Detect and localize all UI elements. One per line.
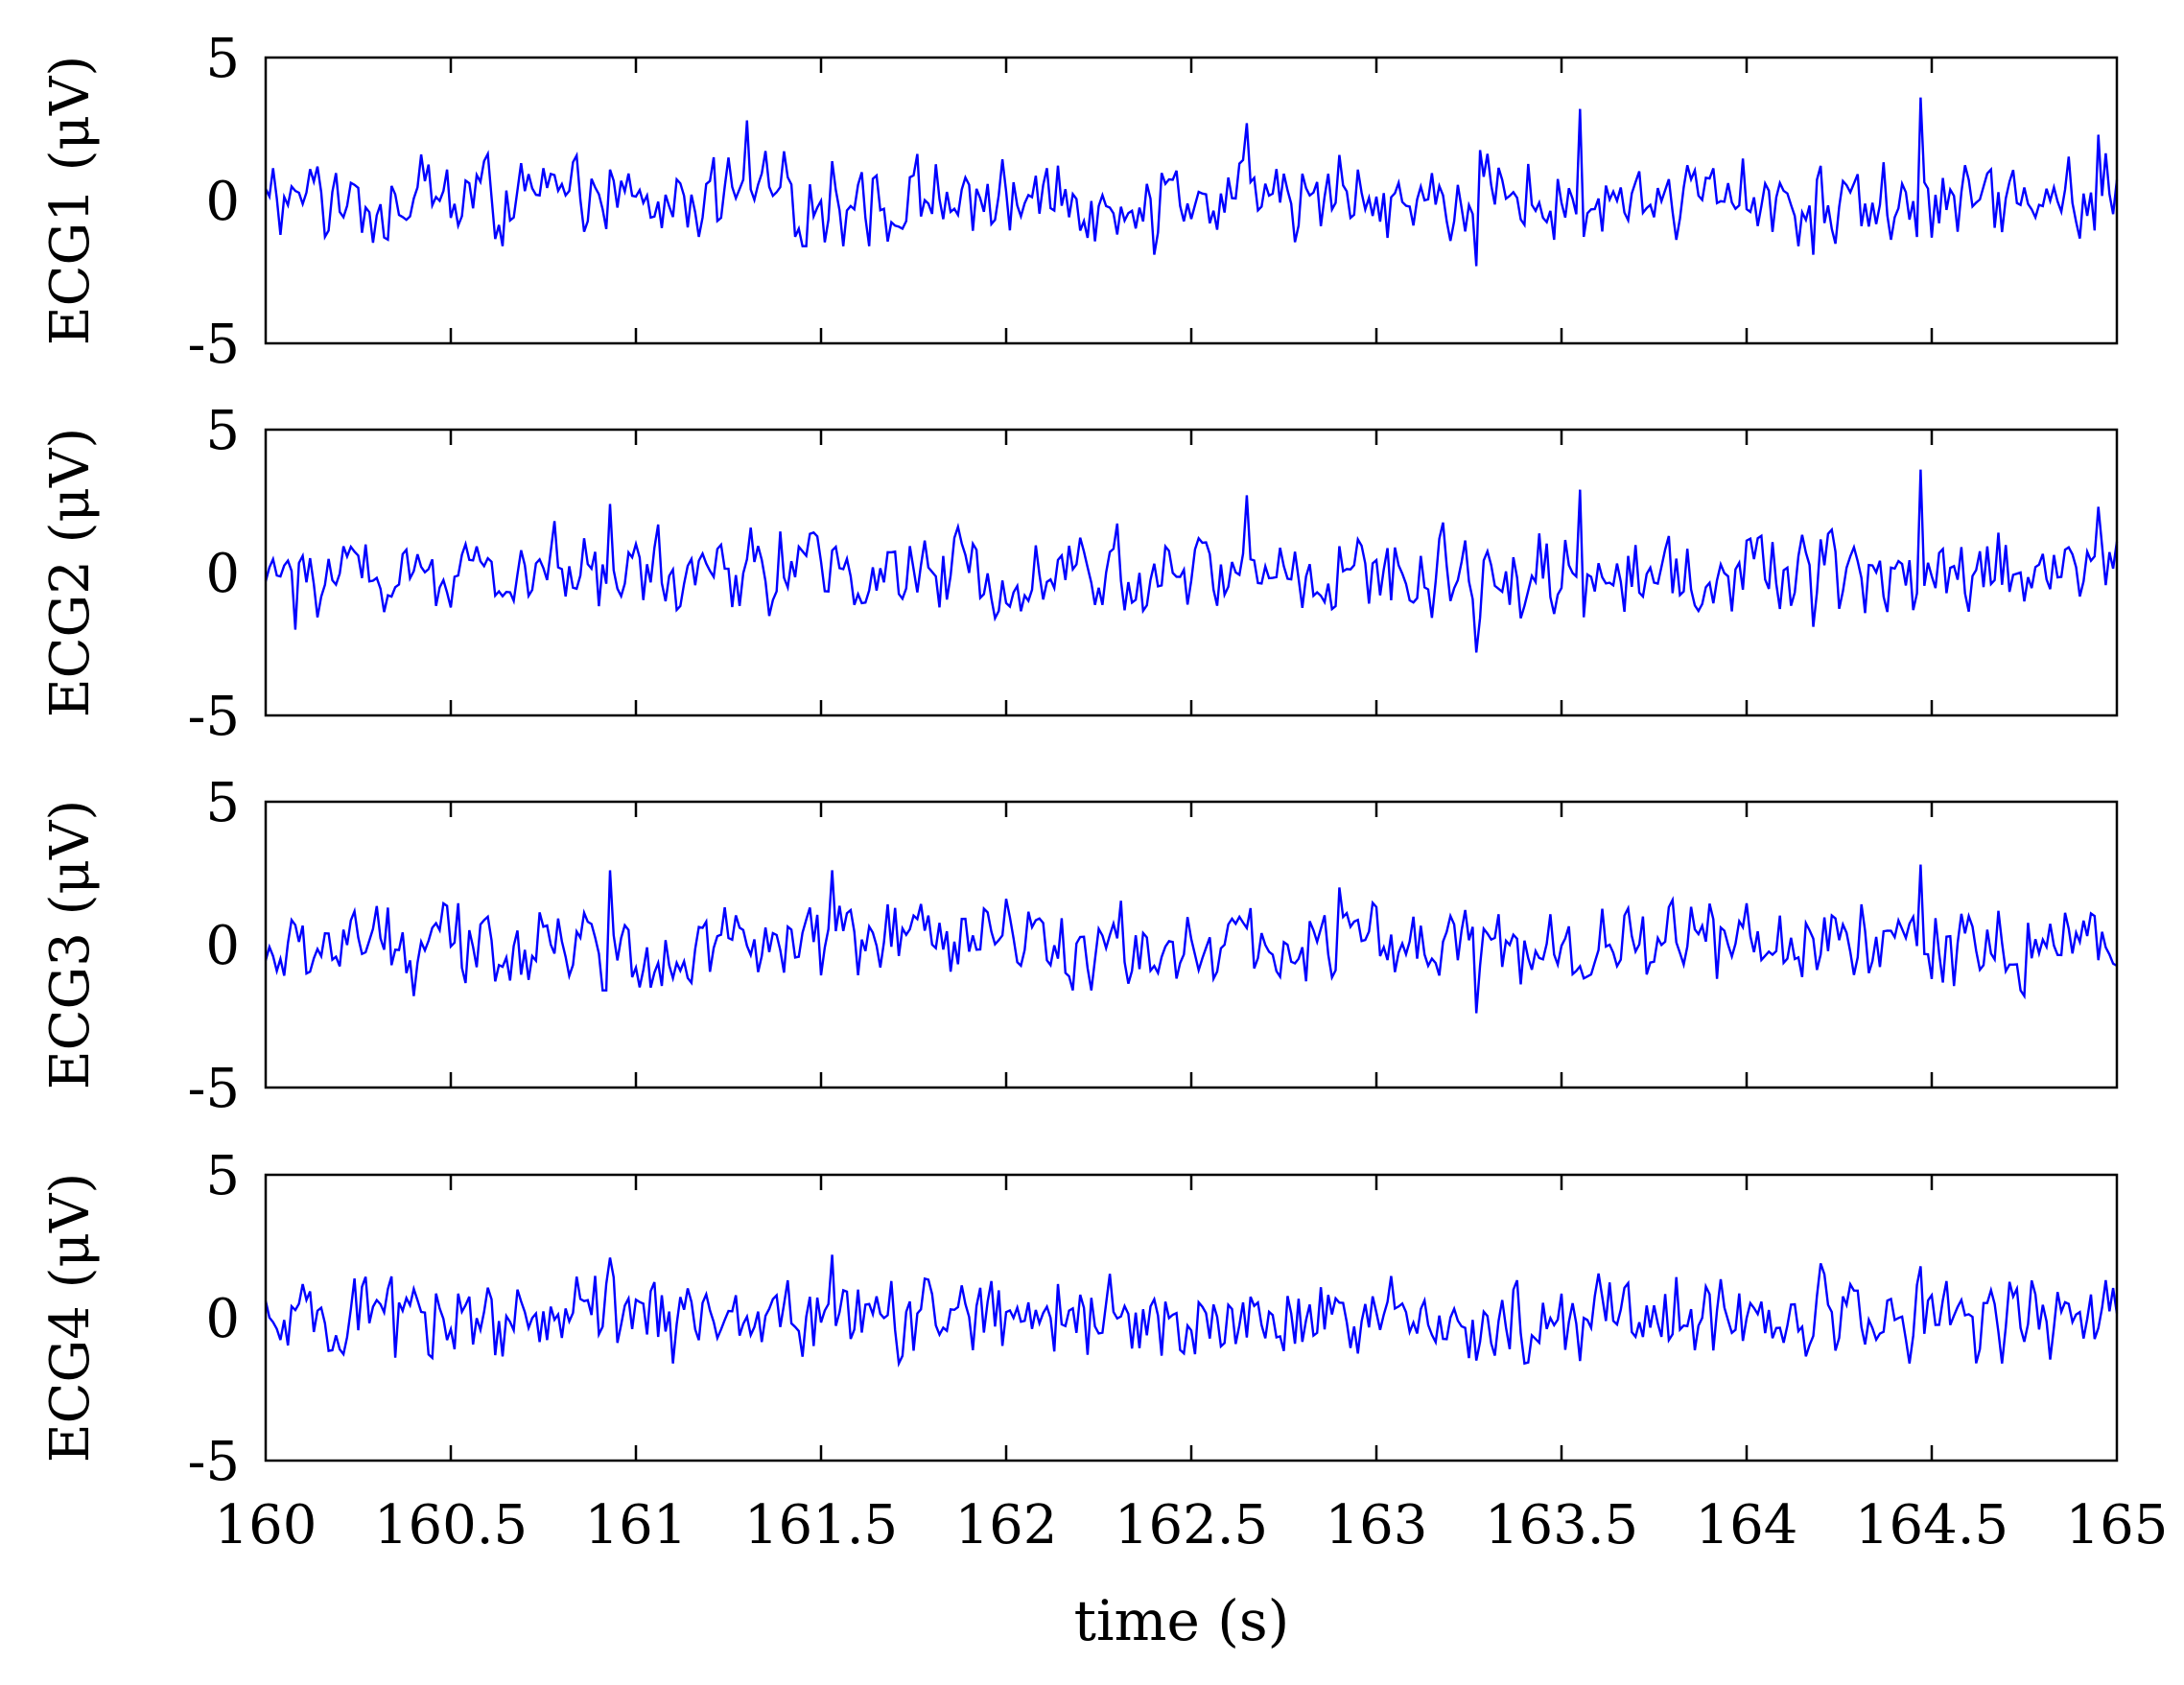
y-tick-label: 5	[205, 1145, 240, 1207]
y-tick-label: 0	[205, 915, 240, 977]
x-tick-label: 162.5	[1115, 1494, 1268, 1556]
panel-4: -5 0 5 ECG4 (μV)	[39, 1145, 2119, 1493]
x-tick-label: 163	[1326, 1494, 1428, 1556]
y-tick-label: 0	[205, 543, 240, 605]
y-axis-label-1: ECG1 (μV)	[39, 56, 102, 345]
y-tick-label: 5	[205, 28, 240, 90]
y-axis-label-4: ECG4 (μV)	[39, 1173, 102, 1463]
ecg-trace-2	[264, 469, 2119, 653]
y-tick-label: 5	[205, 772, 240, 834]
y-tick-label: 0	[205, 171, 240, 233]
y-tick-label: -5	[187, 1431, 240, 1493]
x-tick-label: 161	[585, 1494, 688, 1556]
x-tick-label: 163.5	[1485, 1494, 1638, 1556]
y-tick-label: -5	[187, 686, 240, 748]
y-axis-label-2: ECG2 (μV)	[39, 428, 102, 717]
y-tick-label: -5	[187, 1058, 240, 1120]
x-tick-label: 160.5	[374, 1494, 528, 1556]
ecg-trace-4	[264, 1254, 2119, 1368]
panel-2: -5 0 5 ECG2 (μV)	[39, 400, 2119, 748]
x-tick-label: 161.5	[744, 1494, 898, 1556]
ecg-trace-1	[264, 97, 2119, 267]
panel-3: -5 0 5 ECG3 (μV)	[39, 772, 2119, 1120]
y-tick-label: 5	[205, 400, 240, 462]
x-tick-label: 160	[215, 1494, 317, 1556]
ecg-trace-3	[264, 864, 2118, 1014]
x-tick-label: 164.5	[1855, 1494, 2008, 1556]
plot-frame-3	[264, 800, 2119, 1089]
y-axis-label-3: ECG3 (μV)	[39, 800, 102, 1089]
x-tick-label: 165	[2066, 1494, 2169, 1556]
panel-1: -5 0 5 ECG1 (μV)	[39, 28, 2119, 376]
y-tick-label: 0	[205, 1288, 240, 1350]
x-axis-label: time (s)	[1074, 1588, 1290, 1653]
x-tick-label: 164	[1696, 1494, 1798, 1556]
x-tick-labels: 160 160.5 161 161.5 162 162.5 163 163.5 164 164.5…	[215, 1494, 2169, 1556]
x-tick-label: 162	[955, 1494, 1058, 1556]
y-tick-label: -5	[187, 314, 240, 376]
